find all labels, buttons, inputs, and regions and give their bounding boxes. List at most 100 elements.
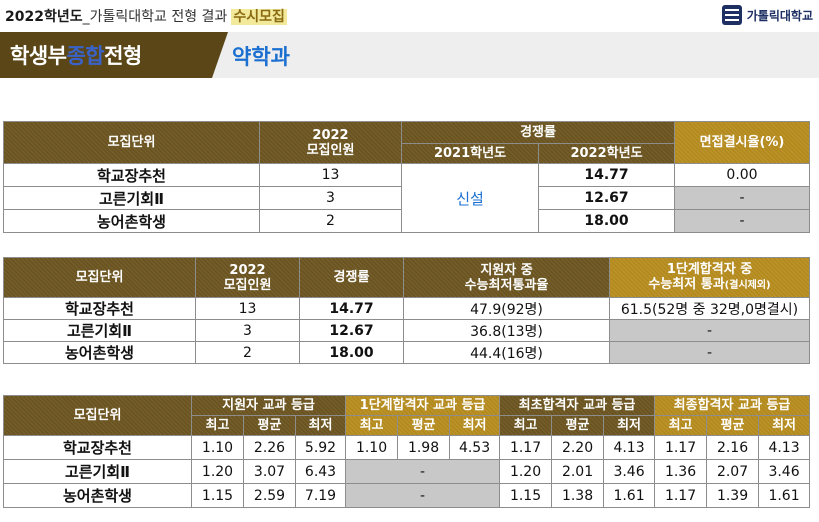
unit-cell: 고른기회Ⅱ (3, 186, 260, 210)
th-stage1-grades: 1단계합격자 교과 등급 (345, 395, 501, 416)
th-best: 최고 (345, 415, 399, 436)
table-row: 고른기회Ⅱ 1.20 3.07 6.43 - 1.20 2.01 3.46 1.… (3, 459, 811, 484)
department-title: 약학과 (232, 45, 290, 69)
grade-cell: 1.17 (654, 435, 708, 460)
title-year: 2022학년도 (5, 9, 83, 25)
th-unit: 모집단위 (3, 395, 192, 436)
th-initial-grades: 최초합격자 교과 등급 (499, 395, 656, 416)
unit-cell: 학교장추천 (3, 435, 192, 460)
comp-2022-cell: 18.00 (537, 209, 676, 233)
quota-cell: 2 (259, 209, 402, 233)
grade-table: 모집단위 지원자 교과 등급 1단계합격자 교과 등급 최초합격자 교과 등급 … (3, 395, 811, 508)
competition-table: 모집단위 2022 모집인원 경쟁률 면접결시율(%) 2021학년도 2022학… (3, 121, 811, 233)
document-title: 2022학년도_가톨릭대학교 전형 결과 수시모집 (5, 6, 287, 26)
grade-cell: 2.07 (706, 459, 760, 484)
th-worst: 최저 (449, 415, 501, 436)
quota-cell: 13 (259, 163, 402, 187)
grade-cell: 1.17 (654, 483, 708, 508)
pass-rate-cell: 44.4(16명) (403, 341, 610, 364)
unit-cell: 농어촌학생 (3, 483, 192, 508)
grade-cell: 1.20 (499, 459, 553, 484)
table-row: 학교장추천 13 14.77 47.9(92명) 61.5(52명 중 32명,… (3, 297, 810, 320)
absence-cell: 0.00 (674, 163, 811, 187)
th-interview-absence: 면접결시율(%) (674, 121, 811, 164)
grade-cell: 1.98 (397, 435, 451, 460)
top-header: 2022학년도_가톨릭대학교 전형 결과 수시모집 가톨릭대학교 (0, 0, 819, 32)
stage1-cell: 61.5(52명 중 32명,0명결시) (609, 297, 810, 320)
pass-rate-cell: 47.9(92명) (403, 297, 610, 320)
th-competition: 경쟁률 (400, 121, 676, 144)
unit-cell: 학교장추천 (3, 163, 260, 187)
pass-rate-cell: 36.8(13명) (403, 319, 610, 342)
table-row: 학교장추천 1.10 2.26 5.92 1.10 1.98 4.53 1.17… (3, 435, 811, 460)
grade-cell: 1.15 (499, 483, 553, 508)
grade-cell: 4.13 (758, 435, 811, 460)
unit-cell: 고른기회Ⅱ (3, 459, 192, 484)
comp-2022-cell: 12.67 (537, 186, 676, 210)
grade-cell: 1.39 (706, 483, 760, 508)
th-unit: 모집단위 (3, 121, 260, 164)
th-best: 최고 (654, 415, 708, 436)
competition-cell: 18.00 (299, 341, 404, 364)
grade-cell: 2.26 (243, 435, 296, 460)
unit-cell: 학교장추천 (3, 297, 196, 320)
comp-2021-merged-cell: 신설 (401, 163, 539, 233)
grade-cell: 7.19 (294, 483, 347, 508)
grade-merged-cell: - (345, 459, 501, 484)
unit-cell: 고른기회Ⅱ (3, 319, 196, 342)
grade-merged-cell: - (345, 483, 501, 508)
grade-cell: 1.38 (551, 483, 605, 508)
table-row: 학교장추천 13 신설 14.77 0.00 (3, 163, 811, 233)
th-worst: 최저 (294, 415, 347, 436)
title-highlight: 수시모집 (231, 9, 287, 25)
th-final-grades: 최종합격자 교과 등급 (654, 395, 811, 416)
competition-cell: 12.67 (299, 319, 404, 342)
th-avg: 평균 (706, 415, 760, 436)
grade-cell: 6.43 (294, 459, 347, 484)
table-row: 농어촌학생 2 18.00 44.4(16명) - (3, 341, 810, 364)
section-banner: 학생부종합전형 약학과 (0, 32, 819, 78)
th-worst: 최저 (603, 415, 656, 436)
stage1-cell: - (609, 341, 810, 364)
grade-cell: 4.13 (603, 435, 656, 460)
university-logo: 가톨릭대학교 (721, 4, 813, 26)
th-competition: 경쟁률 (299, 257, 404, 298)
th-avg: 평균 (243, 415, 296, 436)
unit-cell: 농어촌학생 (3, 209, 260, 233)
university-emblem-icon (721, 5, 742, 25)
grade-cell: 3.46 (603, 459, 656, 484)
th-competition-2021: 2021학년도 (401, 143, 539, 164)
quota-cell: 13 (195, 297, 300, 320)
admission-type-part1: 학생부 (10, 44, 67, 68)
th-competition-2022: 2022학년도 (537, 143, 676, 164)
grade-cell: 2.20 (551, 435, 605, 460)
grade-cell: 1.61 (758, 483, 811, 508)
th-unit: 모집단위 (3, 257, 196, 298)
grade-cell: 2.59 (243, 483, 296, 508)
grade-cell: 3.46 (758, 459, 811, 484)
grade-cell: 1.20 (191, 459, 244, 484)
absence-cell: - (674, 186, 811, 210)
banner-tag-block: 학생부종합전형 (0, 32, 228, 78)
th-avg: 평균 (551, 415, 605, 436)
comp-2022-cell: 14.77 (537, 163, 676, 187)
grade-cell: 1.10 (191, 435, 244, 460)
th-best: 최고 (191, 415, 244, 436)
th-applicant-grades: 지원자 교과 등급 (190, 395, 347, 416)
stage1-cell: - (609, 319, 810, 342)
th-worst: 최저 (758, 415, 811, 436)
grade-cell: 3.07 (243, 459, 296, 484)
grade-cell: 4.53 (449, 435, 501, 460)
grade-cell: 1.36 (654, 459, 708, 484)
admission-type-label: 학생부종합전형 (10, 40, 142, 70)
absence-cell: - (674, 209, 811, 233)
grade-cell: 2.16 (706, 435, 760, 460)
table-row: 고른기회Ⅱ 3 12.67 - (3, 186, 811, 210)
th-stage1-pass-rate: 1단계합격자 중 수능최저 통과(결시제외) (609, 257, 810, 298)
admission-type-part2: 전형 (104, 44, 142, 68)
logo-text: 가톨릭대학교 (746, 8, 813, 23)
grade-cell: 1.10 (345, 435, 399, 460)
quota-cell: 3 (195, 319, 300, 342)
grade-cell: 1.15 (191, 483, 244, 508)
